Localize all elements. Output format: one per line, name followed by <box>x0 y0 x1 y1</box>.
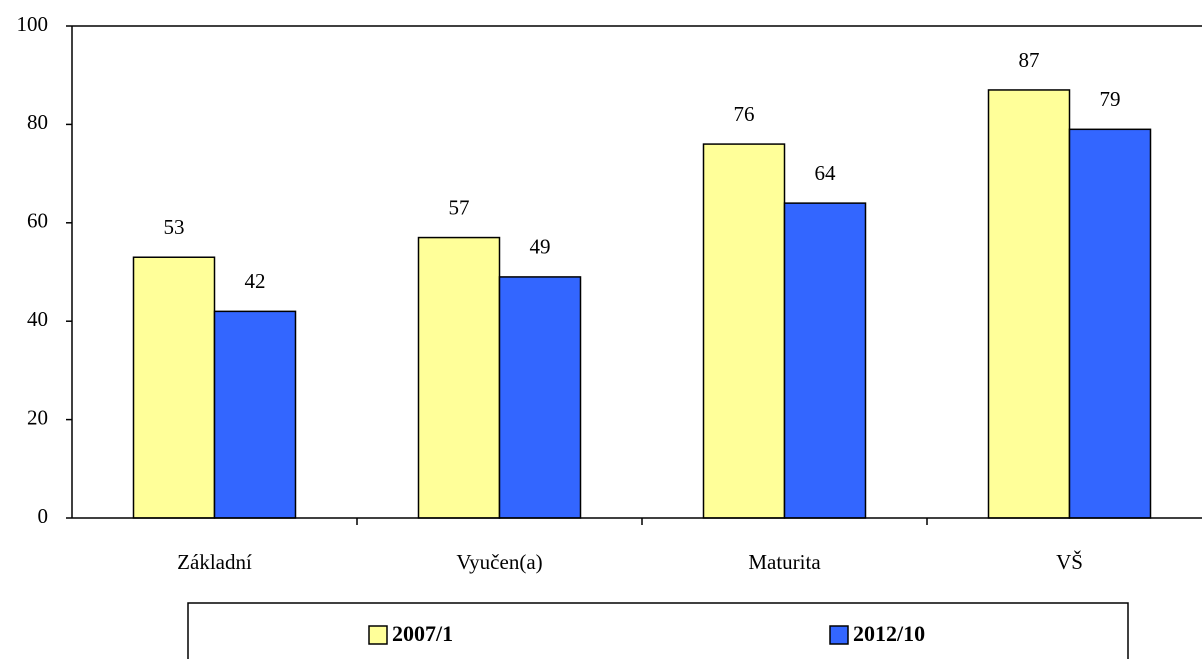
legend-swatch <box>829 625 849 645</box>
value-label: 87 <box>1019 48 1040 72</box>
legend-swatch <box>368 625 388 645</box>
bar <box>417 236 501 519</box>
x-tick-label: Maturita <box>748 550 821 574</box>
legend-box <box>187 602 1129 659</box>
y-tick-label: 60 <box>27 209 48 233</box>
x-tick-label: VŠ <box>1056 550 1083 574</box>
value-label: 64 <box>815 161 837 185</box>
value-label: 76 <box>734 102 755 126</box>
value-label: 49 <box>530 235 551 259</box>
bar <box>783 202 867 519</box>
x-tick-label: Základní <box>177 550 252 574</box>
y-tick-label: 100 <box>17 12 49 36</box>
value-label: 53 <box>164 215 185 239</box>
bar <box>987 89 1071 519</box>
bar <box>213 310 297 519</box>
bar <box>1068 128 1152 519</box>
y-tick-label: 0 <box>38 504 49 528</box>
y-tick-label: 20 <box>27 405 48 429</box>
bar <box>132 256 216 519</box>
value-label: 42 <box>245 269 266 293</box>
y-tick-label: 80 <box>27 110 48 134</box>
y-tick-label: 40 <box>27 307 48 331</box>
bar <box>498 276 582 519</box>
value-label: 79 <box>1100 87 1121 111</box>
x-tick-label: Vyučen(a) <box>456 550 542 574</box>
value-label: 57 <box>449 195 470 219</box>
legend-label: 2012/10 <box>853 621 925 646</box>
legend-label: 2007/1 <box>392 621 453 646</box>
bar <box>702 143 786 519</box>
